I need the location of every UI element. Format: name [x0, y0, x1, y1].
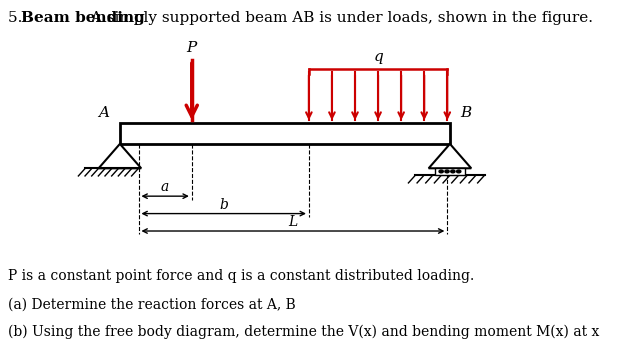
- Polygon shape: [429, 144, 471, 168]
- Text: A: A: [98, 105, 109, 120]
- Text: (a) Determine the reaction forces at A, B: (a) Determine the reaction forces at A, …: [8, 297, 296, 311]
- Circle shape: [445, 170, 449, 173]
- Circle shape: [450, 170, 455, 173]
- Bar: [435, 168, 465, 175]
- Text: B: B: [461, 105, 472, 120]
- Circle shape: [439, 170, 443, 173]
- Text: q: q: [373, 50, 383, 64]
- Bar: [120, 123, 450, 144]
- Polygon shape: [98, 144, 141, 168]
- Text: Beam bending: Beam bending: [22, 11, 145, 25]
- Text: A simply supported beam AB is under loads, shown in the figure.: A simply supported beam AB is under load…: [86, 11, 593, 25]
- Text: L: L: [288, 215, 298, 229]
- Text: a: a: [161, 181, 169, 194]
- Text: P: P: [187, 41, 197, 55]
- Text: (b) Using the free body diagram, determine the V(x) and bending moment M(x) at x: (b) Using the free body diagram, determi…: [8, 325, 599, 339]
- Circle shape: [457, 170, 461, 173]
- Text: P is a constant point force and q is a constant distributed loading.: P is a constant point force and q is a c…: [8, 269, 474, 283]
- Text: 5.: 5.: [8, 11, 27, 25]
- Text: b: b: [219, 198, 228, 212]
